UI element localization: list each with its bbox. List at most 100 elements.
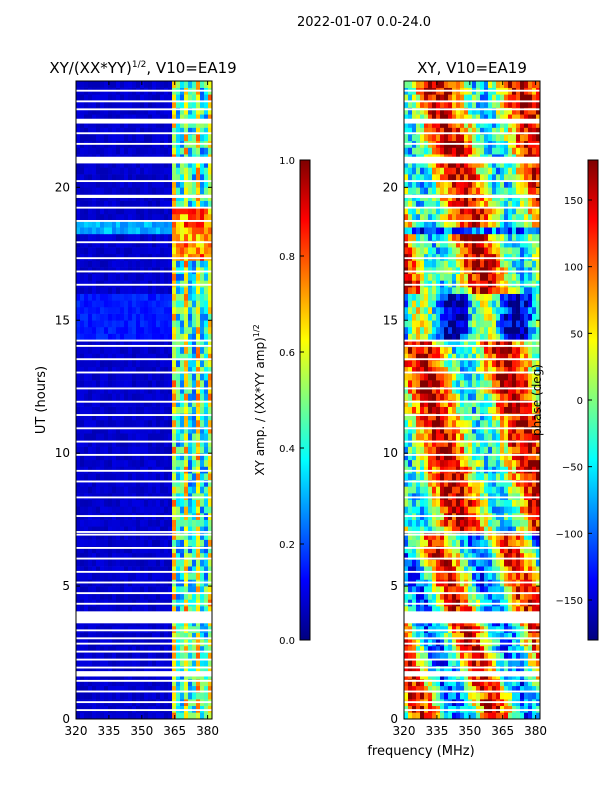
left-heat-cell bbox=[100, 187, 105, 195]
right-heat-cell bbox=[424, 419, 429, 427]
left-heat-cell bbox=[124, 426, 129, 434]
left-heat-cell bbox=[128, 114, 133, 122]
left-heat-cell bbox=[124, 220, 129, 228]
left-heat-cell bbox=[160, 559, 165, 567]
right-heat-cell bbox=[492, 566, 497, 574]
right-heat-cell bbox=[524, 479, 529, 487]
left-heat-cell bbox=[112, 659, 117, 667]
left-heat-cell bbox=[168, 306, 173, 314]
left-panel: XY/(XX*YY)1/2, V10=EA19 320 335 350 365 380 … bbox=[34, 59, 237, 738]
left-heat-cell bbox=[144, 260, 149, 268]
left-heat-cell bbox=[160, 380, 165, 388]
left-heat-cell bbox=[76, 632, 81, 640]
left-heat-cell bbox=[144, 685, 149, 693]
left-heat-cell bbox=[140, 366, 145, 374]
right-heat-cell bbox=[504, 606, 509, 613]
left-heat-cell bbox=[112, 473, 117, 481]
left-heat-cell bbox=[120, 552, 125, 560]
left-heat-cell bbox=[92, 393, 97, 401]
left-heat-cell bbox=[84, 406, 89, 414]
right-heat-cell bbox=[472, 692, 477, 700]
right-heat-cell bbox=[516, 519, 521, 527]
left-heat-cell bbox=[200, 532, 205, 540]
right-heat-cell bbox=[500, 652, 505, 660]
left-heat-cell bbox=[104, 586, 109, 594]
right-heat-cell bbox=[436, 692, 441, 700]
left-heat-cell bbox=[204, 174, 209, 181]
left-heat-cell bbox=[108, 213, 113, 221]
right-heat-cell bbox=[520, 606, 525, 613]
right-heat-cell bbox=[516, 572, 521, 580]
left-heat-cell bbox=[208, 586, 213, 594]
left-heat-cell bbox=[188, 692, 193, 700]
left-heat-cell bbox=[92, 147, 97, 155]
left-heat-cell bbox=[192, 712, 197, 720]
left-heat-cell bbox=[108, 566, 113, 574]
right-heat-cell bbox=[444, 659, 449, 667]
left-heat-cell bbox=[208, 566, 213, 574]
y-tick-label: 5 bbox=[62, 579, 70, 593]
right-heat-cell bbox=[476, 499, 481, 507]
right-heat-cell bbox=[480, 645, 485, 653]
right-heat-cell bbox=[480, 519, 485, 527]
right-heat-cell bbox=[512, 506, 517, 514]
right-heat-cell bbox=[500, 459, 505, 467]
left-heat-cell bbox=[96, 373, 101, 381]
left-heat-cell bbox=[156, 566, 161, 574]
right-heat-cell bbox=[500, 426, 505, 434]
left-heat-cell bbox=[152, 632, 157, 640]
right-heat-cell bbox=[484, 632, 489, 640]
left-heat-cell bbox=[112, 572, 117, 580]
right-heat-cell bbox=[424, 459, 429, 467]
left-heat-cell bbox=[108, 692, 113, 700]
left-heat-cell bbox=[112, 134, 117, 142]
left-heat-cell bbox=[156, 220, 161, 228]
left-heat-cell bbox=[204, 645, 209, 653]
left-heat-cell bbox=[104, 147, 109, 155]
right-heat-cell bbox=[464, 446, 469, 454]
left-heat-cell bbox=[88, 652, 93, 660]
right-heat-cell bbox=[432, 433, 437, 441]
left-heat-cell bbox=[208, 260, 213, 268]
right-heat-cell bbox=[412, 566, 417, 574]
left-heat-cell bbox=[88, 552, 93, 560]
left-heat-cell bbox=[112, 419, 117, 427]
left-heat-cell bbox=[164, 526, 169, 534]
flagged-gap bbox=[76, 547, 212, 549]
right-heat-cell bbox=[484, 473, 489, 481]
right-heat-cell bbox=[420, 572, 425, 580]
left-heat-cell bbox=[124, 306, 129, 314]
left-heat-cell bbox=[120, 273, 125, 281]
right-heat-cell bbox=[448, 659, 453, 667]
left-heat-cell bbox=[112, 300, 117, 308]
right-heat-cell bbox=[452, 546, 457, 554]
left-heat-cell bbox=[80, 293, 85, 301]
right-heat-cell bbox=[440, 446, 445, 454]
right-heat-cell bbox=[452, 453, 457, 461]
right-heat-cell bbox=[536, 413, 541, 421]
left-heat-cell bbox=[88, 260, 93, 268]
right-heat-cell bbox=[508, 479, 513, 487]
left-heat-cell bbox=[108, 260, 113, 268]
left-heat-cell bbox=[120, 652, 125, 660]
left-heat-cell bbox=[168, 293, 173, 301]
right-heat-cell bbox=[504, 712, 509, 720]
right-heat-cell bbox=[476, 606, 481, 613]
right-heat-cell bbox=[404, 526, 409, 534]
left-heat-cell bbox=[164, 306, 169, 314]
left-heat-cell bbox=[84, 187, 89, 195]
right-heat-cell bbox=[440, 692, 445, 700]
left-heat-cell bbox=[76, 300, 81, 308]
left-heat-cell bbox=[108, 400, 113, 407]
left-heat-cell bbox=[92, 94, 97, 102]
left-heat-cell bbox=[128, 340, 133, 348]
right-heat-cell bbox=[480, 526, 485, 534]
left-heat-cell bbox=[200, 659, 205, 667]
right-heat-cell bbox=[532, 652, 537, 660]
left-heat-cell bbox=[136, 446, 141, 454]
left-heat-cell bbox=[204, 526, 209, 534]
left-heat-cell bbox=[168, 413, 173, 421]
left-heat-cell bbox=[96, 360, 101, 368]
flagged-gap bbox=[76, 414, 212, 416]
left-heat-cell bbox=[124, 685, 129, 693]
